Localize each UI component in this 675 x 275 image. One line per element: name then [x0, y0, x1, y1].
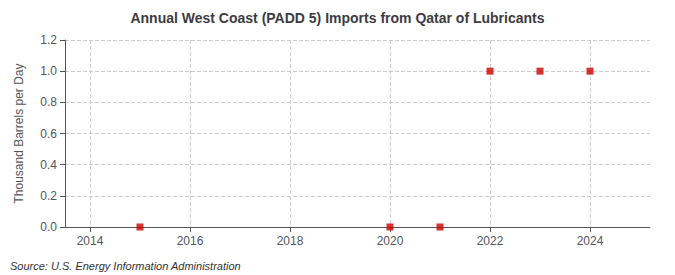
svg-text:0.2: 0.2: [40, 189, 57, 203]
svg-text:2016: 2016: [177, 234, 204, 248]
svg-text:Thousand Barrels per Day: Thousand Barrels per Day: [12, 63, 26, 203]
svg-text:1.0: 1.0: [40, 64, 57, 78]
svg-text:1.2: 1.2: [40, 33, 57, 47]
svg-text:0.4: 0.4: [40, 158, 57, 172]
svg-text:Source: U.S. Energy Informatio: Source: U.S. Energy Information Administ…: [10, 260, 241, 272]
svg-text:2022: 2022: [477, 234, 504, 248]
svg-text:2014: 2014: [77, 234, 104, 248]
svg-text:Annual West Coast (PADD 5) Imp: Annual West Coast (PADD 5) Imports from …: [130, 10, 544, 26]
svg-text:0.8: 0.8: [40, 95, 57, 109]
svg-text:2024: 2024: [577, 234, 604, 248]
svg-text:2018: 2018: [277, 234, 304, 248]
svg-text:0.6: 0.6: [40, 127, 57, 141]
svg-text:0.0: 0.0: [40, 220, 57, 234]
svg-text:2020: 2020: [377, 234, 404, 248]
